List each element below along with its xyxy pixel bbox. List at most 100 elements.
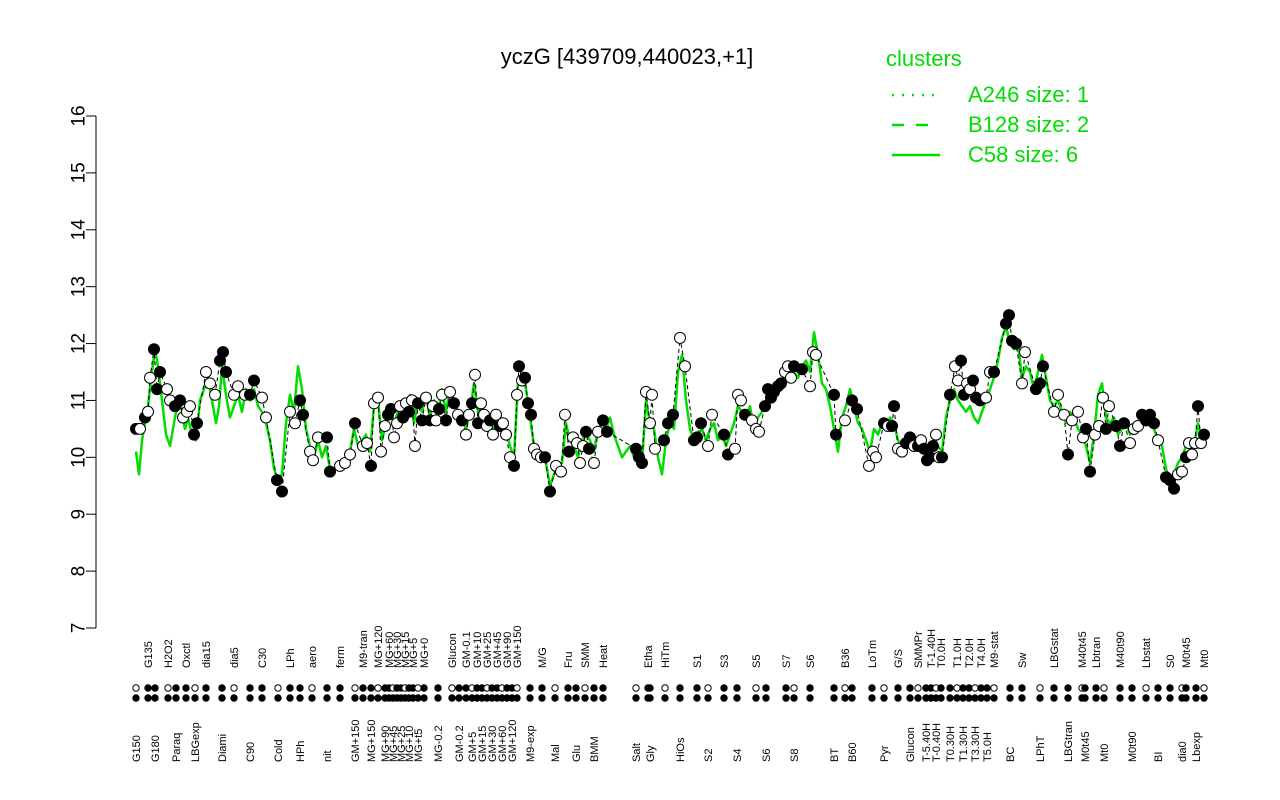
- category-label: S8: [789, 749, 801, 762]
- data-point: [232, 380, 244, 393]
- category-label: MG+120: [373, 626, 385, 669]
- data-point: [144, 371, 156, 384]
- category-label: B60: [847, 742, 859, 762]
- data-point: [810, 348, 822, 361]
- data-point: [365, 459, 377, 472]
- category-marker: [906, 684, 914, 692]
- category-marker: [1092, 694, 1100, 702]
- category-marker: [880, 694, 888, 702]
- category-marker: [752, 684, 760, 692]
- data-point: [1152, 434, 1164, 447]
- data-point: [403, 405, 415, 418]
- category-label: Diami: [217, 734, 229, 762]
- data-points: [130, 309, 1210, 498]
- data-point: [695, 417, 707, 430]
- data-point: [944, 388, 956, 401]
- category-marker: [1018, 684, 1026, 692]
- category-marker: [946, 684, 954, 692]
- category-marker: [414, 694, 422, 702]
- data-point: [409, 440, 421, 452]
- data-point: [1016, 377, 1028, 390]
- category-marker: [526, 684, 534, 692]
- category-marker: [1018, 694, 1026, 702]
- category-marker: [434, 684, 442, 692]
- category-marker: [965, 694, 973, 702]
- category-label: MG+60: [384, 632, 396, 668]
- category-marker: [782, 694, 790, 702]
- legend: clusters A246 size: 1 B128 size: 2 C58 s…: [886, 46, 1089, 167]
- category-marker: [848, 684, 856, 692]
- category-marker: [1182, 684, 1190, 692]
- data-point: [294, 394, 306, 407]
- data-point: [759, 400, 771, 413]
- y-tick-label: 7: [69, 623, 90, 634]
- category-label: M40t45: [1077, 631, 1089, 668]
- data-point: [379, 420, 391, 432]
- category-label: T5.0H: [982, 732, 994, 762]
- data-point: [870, 451, 882, 464]
- data-point: [154, 366, 166, 378]
- data-point: [574, 457, 586, 469]
- category-marker: [513, 694, 521, 702]
- data-point: [601, 425, 613, 438]
- data-point: [649, 442, 661, 455]
- category-marker: [191, 694, 199, 702]
- category-marker: [1036, 684, 1044, 692]
- category-label: Gly: [645, 745, 657, 762]
- category-marker: [359, 694, 367, 702]
- data-point: [691, 431, 703, 444]
- category-label: nit: [322, 750, 334, 762]
- category-label: LBGexp: [190, 722, 202, 762]
- category-marker: [1092, 684, 1100, 692]
- data-point: [321, 431, 333, 444]
- category-label: T-0.40H: [931, 723, 943, 762]
- category-label: MG+150: [366, 720, 378, 763]
- category-marker: [868, 694, 876, 702]
- category-marker: [1116, 684, 1124, 692]
- category-marker: [218, 694, 226, 702]
- category-label: T1.0H: [952, 638, 964, 668]
- category-marker: [132, 684, 140, 692]
- category-marker: [351, 694, 359, 702]
- data-point: [349, 417, 361, 430]
- category-label: MG+t5: [413, 729, 425, 762]
- category-label: HiOs: [675, 737, 687, 762]
- category-label: Paraq: [171, 733, 183, 762]
- data-point: [487, 428, 499, 441]
- category-marker: [937, 694, 945, 702]
- category-marker: [374, 694, 382, 702]
- data-point: [204, 377, 216, 390]
- category-label: T3.30H: [970, 726, 982, 762]
- category-marker: [806, 694, 814, 702]
- category-marker: [914, 694, 922, 702]
- category-label: Oxctl: [181, 643, 193, 668]
- data-point: [513, 360, 525, 373]
- category-marker: [894, 684, 902, 692]
- category-marker: [1166, 684, 1174, 692]
- category-label: M0t45: [1080, 731, 1092, 762]
- category-marker: [782, 684, 790, 692]
- category-marker: [172, 684, 180, 692]
- data-point: [220, 366, 232, 378]
- category-label: SMM: [580, 642, 592, 668]
- category-marker: [538, 684, 546, 692]
- data-point: [134, 422, 146, 435]
- category-marker: [182, 684, 190, 692]
- data-point: [644, 417, 656, 430]
- category-marker: [1100, 694, 1108, 702]
- data-point: [1048, 405, 1060, 418]
- category-marker: [367, 694, 375, 702]
- category-label: GM-0.2: [454, 725, 466, 762]
- data-point: [988, 366, 1000, 378]
- category-label: GM+150: [350, 720, 362, 763]
- data-point: [469, 368, 481, 381]
- category-label: MG+10: [404, 726, 416, 762]
- data-point: [256, 391, 268, 404]
- data-point: [580, 425, 592, 438]
- category-marker: [1154, 694, 1162, 702]
- data-point: [658, 434, 670, 447]
- category-label: T1.30H: [958, 726, 970, 762]
- data-point: [1114, 440, 1126, 452]
- category-marker: [258, 684, 266, 692]
- data-point: [796, 363, 808, 376]
